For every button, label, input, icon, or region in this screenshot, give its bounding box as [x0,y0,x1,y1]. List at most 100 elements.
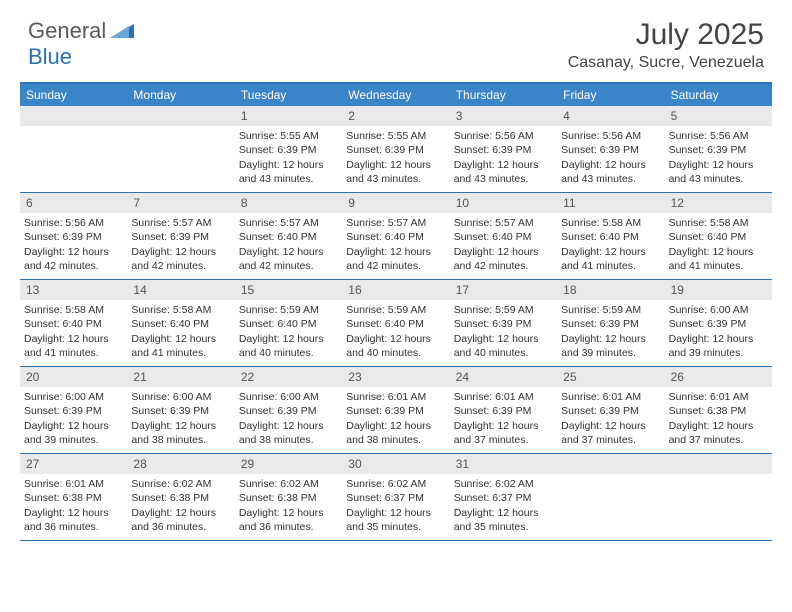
sunset-line: Sunset: 6:37 PM [346,491,445,505]
day-number [557,454,664,474]
sunset-line: Sunset: 6:39 PM [346,143,445,157]
day-cell: 14Sunrise: 5:58 AMSunset: 6:40 PMDayligh… [127,280,234,366]
sunrise-line: Sunrise: 5:55 AM [346,129,445,143]
sunset-line: Sunset: 6:40 PM [346,230,445,244]
daylight-line: Daylight: 12 hours and 36 minutes. [239,506,338,534]
day-cell: 20Sunrise: 6:00 AMSunset: 6:39 PMDayligh… [20,367,127,453]
day-number: 1 [235,106,342,126]
day-cell: 26Sunrise: 6:01 AMSunset: 6:38 PMDayligh… [665,367,772,453]
daylight-line: Daylight: 12 hours and 38 minutes. [346,419,445,447]
day-cell: 27 Sunrise: 6:01 AMSunset: 6:38 PMDayligh… [20,454,127,540]
day-cell: 12 Sunrise: 5:58 AMSunset: 6:40 PMDayligh… [665,193,772,279]
sunset-line: Sunset: 6:40 PM [131,317,230,331]
sunrise-line: Sunrise: 6:01 AM [24,477,123,491]
day-cell: 11Sunrise: 5:58 AMSunset: 6:40 PMDayligh… [557,193,664,279]
day-cell: 13Sunrise: 5:58 AMSunset: 6:40 PMDayligh… [20,280,127,366]
day-cell: 10Sunrise: 5:57 AMSunset: 6:40 PMDayligh… [450,193,557,279]
day-cell: 17Sunrise: 5:59 AMSunset: 6:39 PMDayligh… [450,280,557,366]
sunrise-line: Sunrise: 5:59 AM [239,303,338,317]
day-number: 19 [665,280,772,300]
calendar: SundayMondayTuesdayWednesdayThursdayFrid… [20,82,772,541]
sunrise-line: Sunrise: 6:01 AM [346,390,445,404]
sunset-line: Sunset: 6:38 PM [239,491,338,505]
sunset-line: Sunset: 6:39 PM [669,143,768,157]
week-row: 20Sunrise: 6:00 AMSunset: 6:39 PMDayligh… [20,367,772,454]
day-of-week-header: Thursday [450,84,557,106]
day-of-week-header: Wednesday [342,84,449,106]
sunrise-line: Sunrise: 5:56 AM [561,129,660,143]
sunset-line: Sunset: 6:38 PM [669,404,768,418]
day-cell: 22Sunrise: 6:00 AMSunset: 6:39 PMDayligh… [235,367,342,453]
daylight-line: Daylight: 12 hours and 37 minutes. [669,419,768,447]
day-number: 27 [20,454,127,474]
sunrise-line: Sunrise: 5:57 AM [239,216,338,230]
sunset-line: Sunset: 6:39 PM [131,404,230,418]
day-number [127,106,234,126]
week-row: 27Sunrise: 6:01 AMSunset: 6:38 PMDayligh… [20,454,772,541]
day-number: 11 [557,193,664,213]
day-cell: 16Sunrise: 5:59 AMSunset: 6:40 PMDayligh… [342,280,449,366]
day-number: 22 [235,367,342,387]
day-cell [557,454,664,540]
daylight-line: Daylight: 12 hours and 38 minutes. [131,419,230,447]
day-number: 8 [235,193,342,213]
daylight-line: Daylight: 12 hours and 41 minutes. [669,245,768,273]
week-row: 6Sunrise: 5:56 AMSunset: 6:39 PMDaylight… [20,193,772,280]
daylight-line: Daylight: 12 hours and 36 minutes. [24,506,123,534]
sunset-line: Sunset: 6:40 PM [669,230,768,244]
day-number: 9 [342,193,449,213]
daylight-line: Daylight: 12 hours and 41 minutes. [131,332,230,360]
day-of-week-header: Tuesday [235,84,342,106]
sunrise-line: Sunrise: 5:57 AM [454,216,553,230]
day-number: 31 [450,454,557,474]
daylight-line: Daylight: 12 hours and 43 minutes. [346,158,445,186]
sunset-line: Sunset: 6:39 PM [24,230,123,244]
day-cell: 9Sunrise: 5:57 AMSunset: 6:40 PMDaylight… [342,193,449,279]
daylight-line: Daylight: 12 hours and 35 minutes. [454,506,553,534]
sunrise-line: Sunrise: 5:58 AM [131,303,230,317]
sunset-line: Sunset: 6:38 PM [24,491,123,505]
day-number: 2 [342,106,449,126]
day-cell: 6Sunrise: 5:56 AMSunset: 6:39 PMDaylight… [20,193,127,279]
sunrise-line: Sunrise: 5:58 AM [24,303,123,317]
location: Casanay, Sucre, Venezuela [568,54,764,72]
sunset-line: Sunset: 6:37 PM [454,491,553,505]
logo: General [28,18,136,44]
logo-text-general: General [28,18,106,44]
sunset-line: Sunset: 6:40 PM [239,317,338,331]
daylight-line: Daylight: 12 hours and 43 minutes. [561,158,660,186]
day-cell: 1Sunrise: 5:55 AMSunset: 6:39 PMDaylight… [235,106,342,192]
day-number: 5 [665,106,772,126]
sunrise-line: Sunrise: 5:56 AM [669,129,768,143]
sunrise-line: Sunrise: 5:56 AM [454,129,553,143]
day-number [665,454,772,474]
daylight-line: Daylight: 12 hours and 40 minutes. [239,332,338,360]
sunrise-line: Sunrise: 5:58 AM [561,216,660,230]
day-cell: 3Sunrise: 5:56 AMSunset: 6:39 PMDaylight… [450,106,557,192]
daylight-line: Daylight: 12 hours and 43 minutes. [239,158,338,186]
day-number: 12 [665,193,772,213]
sunset-line: Sunset: 6:39 PM [454,317,553,331]
day-number [20,106,127,126]
title-block: July 2025 Casanay, Sucre, Venezuela [568,18,764,72]
sunset-line: Sunset: 6:40 PM [561,230,660,244]
sunset-line: Sunset: 6:39 PM [239,143,338,157]
sunrise-line: Sunrise: 6:00 AM [24,390,123,404]
daylight-line: Daylight: 12 hours and 40 minutes. [454,332,553,360]
sunrise-line: Sunrise: 6:02 AM [454,477,553,491]
daylight-line: Daylight: 12 hours and 37 minutes. [561,419,660,447]
daylight-line: Daylight: 12 hours and 42 minutes. [24,245,123,273]
sunrise-line: Sunrise: 6:01 AM [561,390,660,404]
sunrise-line: Sunrise: 6:00 AM [131,390,230,404]
daylight-line: Daylight: 12 hours and 40 minutes. [346,332,445,360]
daylight-line: Daylight: 12 hours and 42 minutes. [131,245,230,273]
day-number: 13 [20,280,127,300]
sunset-line: Sunset: 6:39 PM [561,317,660,331]
day-cell: 7Sunrise: 5:57 AMSunset: 6:39 PMDaylight… [127,193,234,279]
day-cell: 30Sunrise: 6:02 AMSunset: 6:37 PMDayligh… [342,454,449,540]
day-cell: 21 Sunrise: 6:00 AMSunset: 6:39 PMDayligh… [127,367,234,453]
day-number: 21 [127,367,234,387]
sunrise-line: Sunrise: 6:00 AM [239,390,338,404]
sunrise-line: Sunrise: 5:58 AM [669,216,768,230]
day-number: 29 [235,454,342,474]
